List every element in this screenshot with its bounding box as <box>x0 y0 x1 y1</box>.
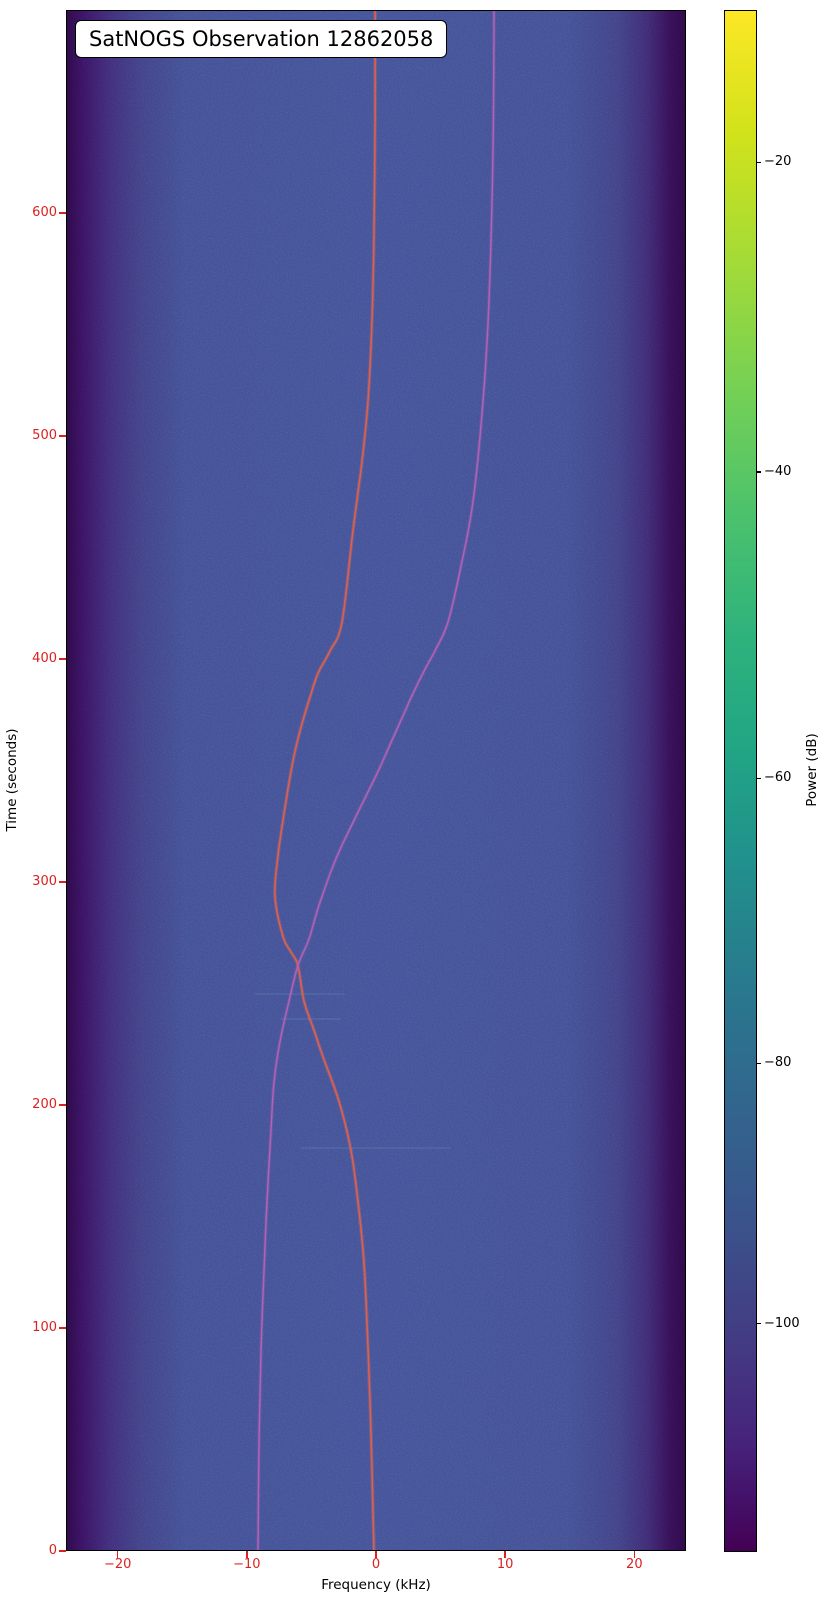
faint-horizontal-band <box>254 993 345 996</box>
doppler-traces <box>256 11 496 1550</box>
y-tick-label: 600 <box>32 204 57 220</box>
colorbar-label: Power (dB) <box>804 733 820 807</box>
y-tick-label: 400 <box>32 650 57 666</box>
carrier-doppler-trace-red <box>274 11 376 1550</box>
x-tick-label: −20 <box>103 1557 132 1572</box>
x-tick-mark <box>504 1551 506 1558</box>
y-tick-label: 0 <box>48 1543 57 1558</box>
satellite-doppler-trace-pink <box>257 11 495 1550</box>
y-tick-label: 200 <box>32 1096 57 1112</box>
y-tick-mark <box>59 1327 66 1329</box>
faint-horizontal-band <box>300 1147 451 1150</box>
x-tick-label: 10 <box>496 1557 514 1572</box>
y-tick-label: 500 <box>32 427 57 443</box>
colorbar <box>724 10 757 1552</box>
x-tick-label: −10 <box>233 1557 261 1572</box>
waterfall-noise-texture <box>67 11 685 1550</box>
colorbar-tick-mark <box>756 777 761 780</box>
figure-title: SatNOGS Observation 12862058 <box>89 27 434 51</box>
x-tick-mark <box>246 1551 248 1558</box>
x-axis-label: Frequency (kHz) <box>321 1577 431 1593</box>
y-tick-label: 300 <box>32 873 57 889</box>
y-axis-label: Time (seconds) <box>4 728 20 832</box>
y-tick-mark <box>59 881 66 883</box>
waterfall-plot-area <box>66 10 686 1551</box>
y-tick-label: 100 <box>32 1319 57 1335</box>
x-tick-label: 0 <box>371 1557 381 1572</box>
colorbar-tick-mark <box>756 161 761 164</box>
colorbar-tick-label: −80 <box>764 1055 792 1071</box>
x-tick-label: 20 <box>626 1557 643 1572</box>
y-tick-mark <box>59 658 66 660</box>
colorbar-tick-label: −60 <box>764 770 792 786</box>
x-tick-mark <box>116 1551 119 1558</box>
colorbar-tick-mark <box>756 471 761 473</box>
colorbar-tick-label: −100 <box>764 1315 800 1331</box>
colorbar-tick-mark <box>756 1323 761 1325</box>
colorbar-tick-mark <box>756 1062 761 1065</box>
satellite-doppler-trace-pink <box>256 11 496 1550</box>
y-tick-mark <box>59 435 66 437</box>
colorbar-tick-label: −40 <box>764 464 792 479</box>
y-tick-mark <box>59 1550 66 1552</box>
colorbar-tick-label: −20 <box>764 154 792 170</box>
y-tick-mark <box>59 1104 66 1106</box>
figure-title-box: SatNOGS Observation 12862058 <box>75 20 448 58</box>
x-tick-mark <box>633 1551 636 1558</box>
y-tick-mark <box>59 212 66 214</box>
x-tick-mark <box>375 1551 377 1558</box>
